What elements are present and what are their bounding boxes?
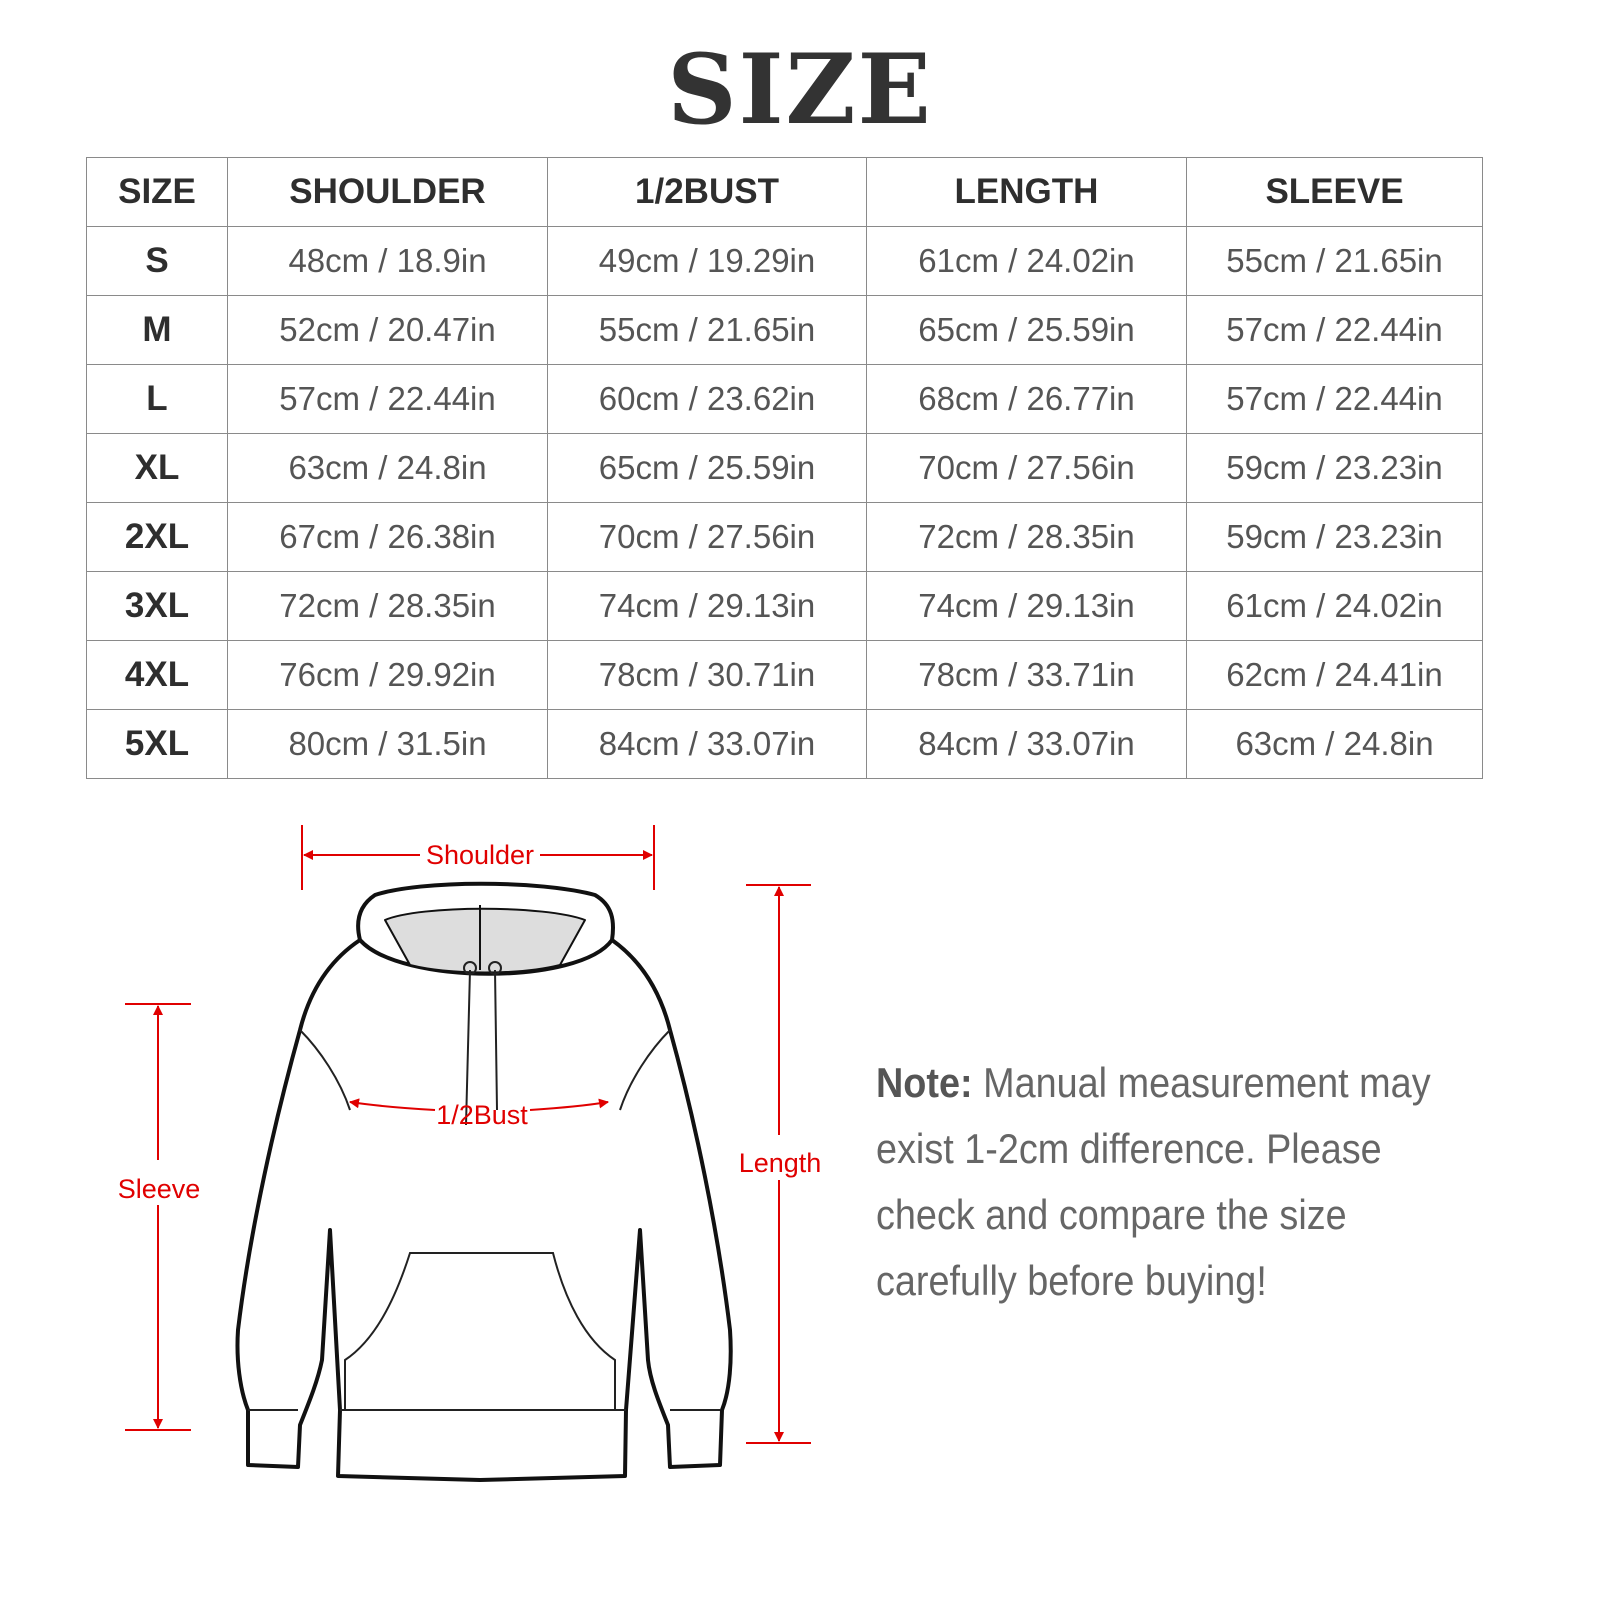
cell-bust: 74cm / 29.13in xyxy=(547,571,867,641)
note-label: Note: xyxy=(876,1059,973,1106)
header-sleeve: SLEEVE xyxy=(1186,157,1483,227)
cell-shoulder: 57cm / 22.44in xyxy=(227,364,548,434)
length-measure xyxy=(746,884,811,1444)
cell-shoulder: 76cm / 29.92in xyxy=(227,640,548,710)
cell-bust: 78cm / 30.71in xyxy=(547,640,867,710)
table-row: 2XL 67cm / 26.38in 70cm / 27.56in 72cm / 28… xyxy=(86,502,1483,572)
shoulder-measure xyxy=(301,825,655,890)
cell-length: 74cm / 29.13in xyxy=(866,571,1187,641)
cell-bust: 84cm / 33.07in xyxy=(547,709,867,779)
header-length: LENGTH xyxy=(866,157,1187,227)
cell-sleeve: 63cm / 24.8in xyxy=(1186,709,1483,779)
table-row: 3XL 72cm / 28.35in 74cm / 29.13in 74cm / 29… xyxy=(86,571,1483,641)
cell-bust: 65cm / 25.59in xyxy=(547,433,867,503)
table-row: 5XL 80cm / 31.5in 84cm / 33.07in 84cm / 33.… xyxy=(86,709,1483,779)
sleeve-label: Sleeve xyxy=(118,1174,201,1204)
cell-shoulder: 52cm / 20.47in xyxy=(227,295,548,365)
table-row: M 52cm / 20.47in 55cm / 21.65in 65cm / 25.5… xyxy=(86,295,1483,365)
hoodie-details xyxy=(248,961,720,1411)
cell-length: 68cm / 26.77in xyxy=(866,364,1187,434)
cell-size: M xyxy=(86,295,228,365)
cell-length: 65cm / 25.59in xyxy=(866,295,1187,365)
cell-size: S xyxy=(86,226,228,296)
length-label: Length xyxy=(739,1148,822,1178)
hoodie-icon xyxy=(235,881,733,1482)
cell-bust: 49cm / 19.29in xyxy=(547,226,867,296)
cell-size: 5XL xyxy=(86,709,228,779)
sleeve-measure xyxy=(125,1003,191,1431)
cell-bust: 60cm / 23.62in xyxy=(547,364,867,434)
table-row: L 57cm / 22.44in 60cm / 23.62in 68cm / 26.7… xyxy=(86,364,1483,434)
table-header-row: SIZE SHOULDER 1/2BUST LENGTH SLEEVE xyxy=(86,157,1483,227)
cell-length: 72cm / 28.35in xyxy=(866,502,1187,572)
cell-shoulder: 63cm / 24.8in xyxy=(227,433,548,503)
cell-bust: 55cm / 21.65in xyxy=(547,295,867,365)
cell-size: 4XL xyxy=(86,640,228,710)
cell-shoulder: 67cm / 26.38in xyxy=(227,502,548,572)
table-row: XL 63cm / 24.8in 65cm / 25.59in 70cm / 27.5… xyxy=(86,433,1483,503)
cell-length: 84cm / 33.07in xyxy=(866,709,1187,779)
bust-measure xyxy=(349,1098,609,1111)
cell-length: 70cm / 27.56in xyxy=(866,433,1187,503)
cell-shoulder: 48cm / 18.9in xyxy=(227,226,548,296)
cell-sleeve: 57cm / 22.44in xyxy=(1186,364,1483,434)
cell-shoulder: 80cm / 31.5in xyxy=(227,709,548,779)
shoulder-label: Shoulder xyxy=(426,840,534,870)
header-bust: 1/2BUST xyxy=(547,157,867,227)
cell-sleeve: 57cm / 22.44in xyxy=(1186,295,1483,365)
cell-size: 3XL xyxy=(86,571,228,641)
header-size: SIZE xyxy=(86,157,228,227)
cell-size: L xyxy=(86,364,228,434)
cell-sleeve: 62cm / 24.41in xyxy=(1186,640,1483,710)
note-text: Manual measurement may exist 1-2cm diffe… xyxy=(876,1059,1431,1304)
cell-sleeve: 61cm / 24.02in xyxy=(1186,571,1483,641)
size-table: SIZE SHOULDER 1/2BUST LENGTH SLEEVE S 48c… xyxy=(86,157,1483,779)
cell-sleeve: 55cm / 21.65in xyxy=(1186,226,1483,296)
page-title: SIZE xyxy=(667,33,933,146)
cell-shoulder: 72cm / 28.35in xyxy=(227,571,548,641)
measurement-note: Note: Manual measurement may exist 1-2cm… xyxy=(876,1050,1452,1314)
cell-size: 2XL xyxy=(86,502,228,572)
cell-bust: 70cm / 27.56in xyxy=(547,502,867,572)
bust-label: 1/2Bust xyxy=(436,1100,528,1130)
cell-sleeve: 59cm / 23.23in xyxy=(1186,433,1483,503)
cell-sleeve: 59cm / 23.23in xyxy=(1186,502,1483,572)
table-row: S 48cm / 18.9in 49cm / 19.29in 61cm / 24.02… xyxy=(86,226,1483,296)
